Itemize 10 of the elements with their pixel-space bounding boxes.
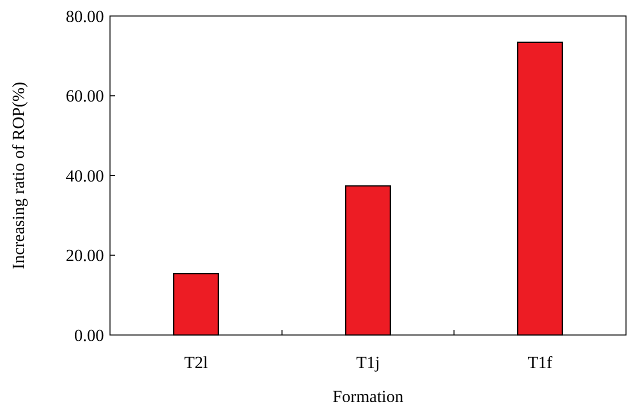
x-tick-label: T1f <box>528 353 553 372</box>
y-tick-label: 40.00 <box>66 166 104 186</box>
x-tick-label: T1j <box>356 353 380 372</box>
x-axis-title: Formation <box>332 387 404 406</box>
y-tick-label: 20.00 <box>66 246 104 266</box>
y-tick-label: 60.00 <box>66 86 104 106</box>
y-tick-label: 80.00 <box>66 6 104 26</box>
x-tick-label: T2l <box>184 353 208 372</box>
y-tick-label: 0.00 <box>74 326 104 345</box>
y-axis-title: Increasing ratio of ROP(%) <box>9 82 28 270</box>
